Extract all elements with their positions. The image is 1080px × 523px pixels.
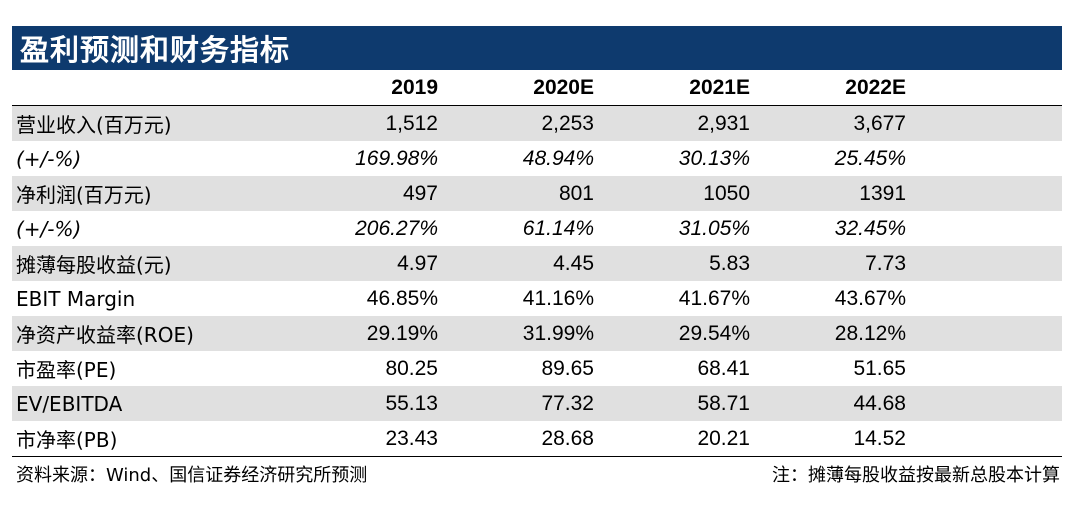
table-row: (+/-%) 206.27% 61.14% 31.05% 32.45% — [12, 211, 1062, 246]
table-row: 营业收入(百万元) 1,512 2,253 2,931 3,677 — [12, 105, 1062, 141]
row-value: 20.21 — [594, 421, 750, 457]
row-value: 30.13% — [678, 146, 750, 170]
row-empty-cell — [906, 351, 1062, 386]
eps-note: 注：摊薄每股收益按最新总股本计算 — [772, 465, 1060, 486]
row-value: 14.52 — [750, 421, 906, 457]
row-value: 77.32 — [438, 386, 594, 421]
row-value: 31.99% — [438, 316, 594, 351]
header-label-col — [12, 70, 302, 106]
row-value: 55.13 — [302, 386, 438, 421]
row-value: 41.16% — [522, 286, 594, 310]
row-value: 28.68 — [438, 421, 594, 457]
row-value: 801 — [438, 176, 594, 211]
table-row: EV/EBITDA 55.13 77.32 58.71 44.68 — [12, 386, 1062, 421]
row-value: 61.14% — [522, 216, 594, 240]
header-2020e: 2020E — [438, 70, 594, 106]
row-value: 46.85% — [366, 286, 438, 310]
row-empty-cell — [906, 281, 1062, 316]
table-footer: 资料来源：Wind、国信证券经济研究所预测 注：摊薄每股收益按最新总股本计算 — [12, 461, 1062, 487]
row-label: 营业收入(百万元) — [12, 105, 302, 141]
table-row: 摊薄每股收益(元) 4.97 4.45 5.83 7.73 — [12, 246, 1062, 281]
header-2019: 2019 — [302, 70, 438, 106]
table-row: EBIT Margin 46.85% 41.16% 41.67% 43.67% — [12, 281, 1062, 316]
row-empty-cell — [906, 316, 1062, 351]
row-value: 4.97 — [302, 246, 438, 281]
row-value: 48.94% — [522, 146, 594, 170]
row-label: 净利润(百万元) — [12, 176, 302, 211]
header-2021e: 2021E — [594, 70, 750, 106]
row-value: 29.54% — [594, 316, 750, 351]
row-value: 43.67% — [834, 286, 906, 310]
row-label: 净资产收益率(ROE) — [12, 316, 302, 351]
row-value: 1391 — [750, 176, 906, 211]
row-value: 5.83 — [594, 246, 750, 281]
table-body: 营业收入(百万元) 1,512 2,253 2,931 3,677 (+/-%) 169.9… — [12, 105, 1062, 457]
row-empty-cell — [906, 141, 1062, 176]
table-row: 市净率(PB) 23.43 28.68 20.21 14.52 — [12, 421, 1062, 457]
row-empty-cell — [906, 105, 1062, 141]
row-value: 23.43 — [302, 421, 438, 457]
row-value: 68.41 — [697, 356, 750, 380]
row-empty-cell — [906, 246, 1062, 281]
table-row: 净利润(百万元) 497 801 1050 1391 — [12, 176, 1062, 211]
row-value: 2,253 — [438, 105, 594, 141]
row-value: 1,512 — [302, 105, 438, 141]
row-value: 25.45% — [834, 146, 906, 170]
row-value: 1050 — [594, 176, 750, 211]
table-row: 净资产收益率(ROE) 29.19% 31.99% 29.54% 28.12% — [12, 316, 1062, 351]
row-value: 41.67% — [678, 286, 750, 310]
row-label: 市盈率(PE) — [16, 358, 117, 382]
row-value: 2,931 — [594, 105, 750, 141]
header-row: 2019 2020E 2021E 2022E — [12, 70, 1062, 106]
row-empty-cell — [906, 421, 1062, 457]
row-value: 206.27% — [355, 216, 438, 240]
row-label: EV/EBITDA — [12, 386, 302, 421]
table-row: 市盈率(PE) 80.25 89.65 68.41 51.65 — [12, 351, 1062, 386]
row-value: 29.19% — [302, 316, 438, 351]
row-empty-cell — [906, 386, 1062, 421]
table-row: (+/-%) 169.98% 48.94% 30.13% 25.45% — [12, 141, 1062, 176]
row-value: 80.25 — [385, 356, 438, 380]
row-value: 28.12% — [750, 316, 906, 351]
row-value: 51.65 — [853, 356, 906, 380]
row-value: 497 — [302, 176, 438, 211]
row-value: 44.68 — [750, 386, 906, 421]
row-value: 31.05% — [678, 216, 750, 240]
row-label: (+/-%) — [16, 216, 82, 241]
row-value: 3,677 — [750, 105, 906, 141]
row-value: 4.45 — [438, 246, 594, 281]
row-label: EBIT Margin — [16, 286, 136, 311]
header-2022e: 2022E — [750, 70, 906, 106]
financial-table: 2019 2020E 2021E 2022E 营业收入(百万元) 1,512 2,2… — [12, 70, 1062, 457]
row-empty-cell — [906, 211, 1062, 246]
source-note: 资料来源：Wind、国信证券经济研究所预测 — [16, 465, 368, 486]
financial-forecast-table-panel: 盈利预测和财务指标 2019 2020E 2021E 2022E 营业收入(百万… — [12, 26, 1062, 487]
row-value: 32.45% — [834, 216, 906, 240]
row-label: 摊薄每股收益(元) — [12, 246, 302, 281]
row-value: 58.71 — [594, 386, 750, 421]
row-value: 89.65 — [541, 356, 594, 380]
table-title: 盈利预测和财务指标 — [20, 33, 291, 67]
row-value: 7.73 — [750, 246, 906, 281]
row-value: 169.98% — [355, 146, 438, 170]
row-empty-cell — [906, 176, 1062, 211]
header-empty-col — [906, 70, 1062, 106]
table-title-bar: 盈利预测和财务指标 — [12, 26, 1062, 70]
row-label: (+/-%) — [16, 146, 82, 171]
row-label: 市净率(PB) — [12, 421, 302, 457]
